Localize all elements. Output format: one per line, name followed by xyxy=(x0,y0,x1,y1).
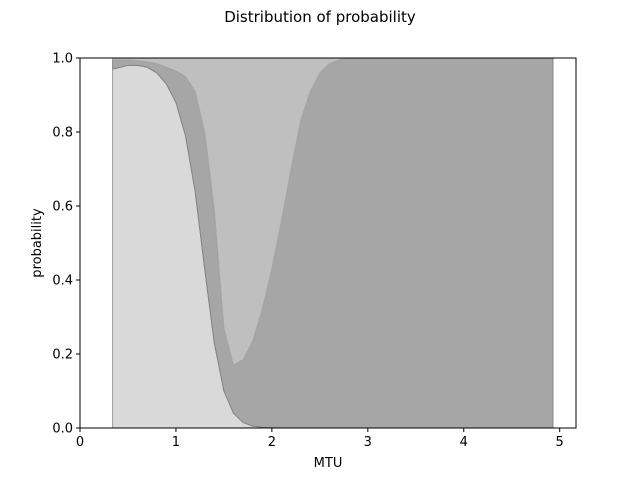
x-tick-label: 0 xyxy=(76,435,84,450)
axes-frame xyxy=(79,57,577,429)
y-tick-label: 0.6 xyxy=(52,200,73,215)
y-tick-label: 0.0 xyxy=(52,422,73,437)
x-tick-label: 5 xyxy=(556,435,564,450)
y-axis-label: probability xyxy=(30,208,45,278)
plot-area xyxy=(112,57,554,429)
y-tick-label: 1.0 xyxy=(52,52,73,67)
x-tick-label: 2 xyxy=(268,435,276,450)
x-axis: 0 1 2 3 4 5 xyxy=(76,428,564,450)
y-tick-label: 0.8 xyxy=(52,126,73,141)
y-axis: 0.0 0.2 0.4 0.6 0.8 1.0 xyxy=(52,52,80,437)
y-tick-label: 0.4 xyxy=(52,274,73,289)
x-tick-label: 1 xyxy=(172,435,180,450)
chart-title: Distribution of probability xyxy=(224,8,416,26)
x-axis-label: MTU xyxy=(314,456,343,471)
y-tick-label: 0.2 xyxy=(52,348,73,363)
x-tick-label: 4 xyxy=(460,435,468,450)
x-tick-label: 3 xyxy=(364,435,372,450)
